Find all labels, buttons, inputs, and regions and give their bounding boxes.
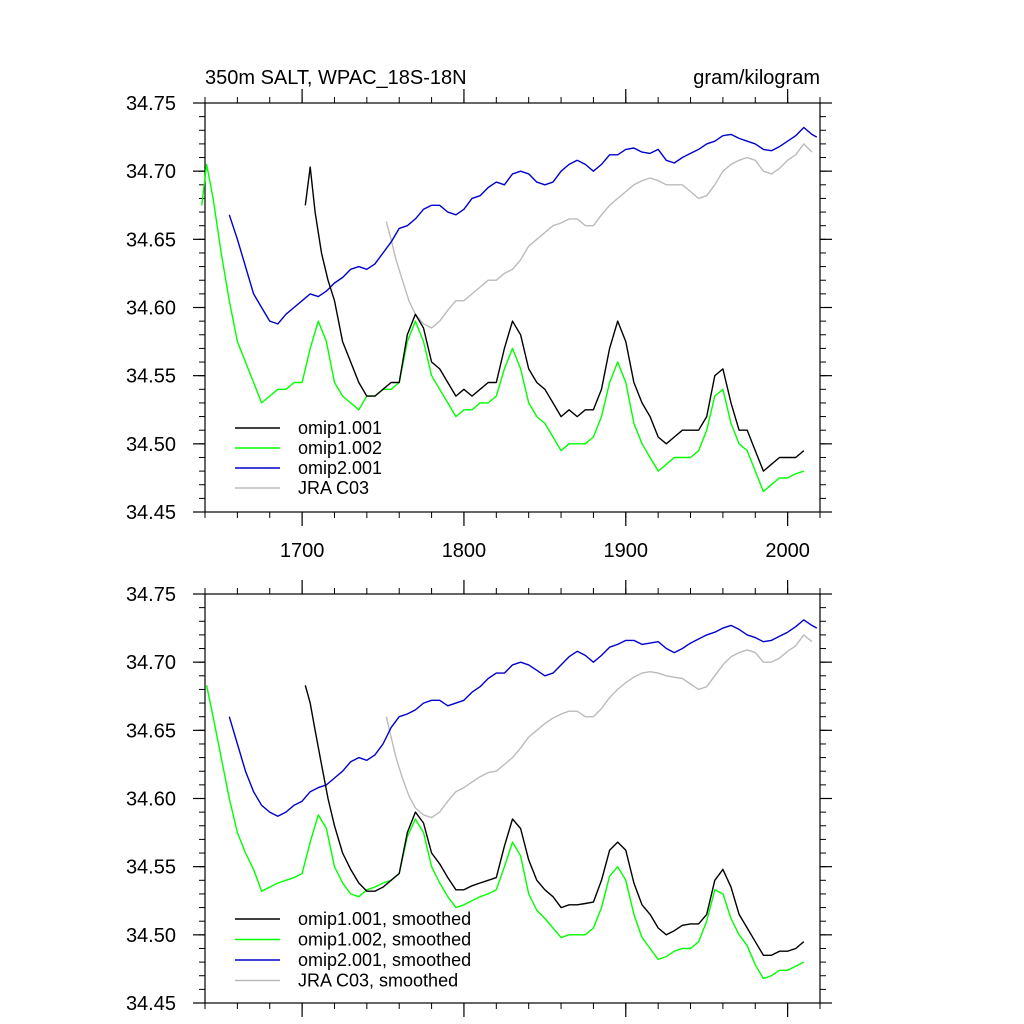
series-line-3 — [385, 143, 813, 329]
y-tick-label: 34.55 — [126, 857, 176, 879]
y-tick-label: 34.65 — [126, 720, 176, 742]
x-tick-label: 1700 — [280, 540, 325, 562]
top-panel-units: gram/kilogram — [693, 67, 820, 89]
series-line-1 — [201, 163, 805, 493]
y-tick-label: 34.45 — [126, 993, 176, 1015]
y-tick-label: 34.75 — [126, 584, 176, 606]
series-line-0 — [304, 166, 805, 472]
legend-label: omip1.001 — [298, 418, 382, 438]
series-line-2 — [228, 619, 818, 817]
legend-label: omip1.002, smoothed — [298, 930, 471, 950]
x-tick-label: 1900 — [604, 540, 649, 562]
series-line-0 — [304, 685, 805, 956]
x-tick-label: 2000 — [765, 540, 810, 562]
y-tick-label: 34.65 — [126, 229, 176, 251]
legend-label: omip2.001 — [298, 458, 382, 478]
bottom-axis-ticks: 34.45 34.50 34.55 34.60 34.65 34.70 34.75 — [126, 580, 832, 1017]
y-tick-label: 34.60 — [126, 789, 176, 811]
legend-label: JRA C03, smoothed — [298, 971, 458, 991]
y-tick-label: 34.50 — [126, 925, 176, 947]
series-line-1 — [205, 685, 805, 980]
bottom-panel: 34.45 34.50 34.55 34.60 34.65 34.70 34.75 omip… — [126, 580, 832, 1017]
series-line-2 — [228, 126, 818, 325]
y-tick-label: 34.70 — [126, 161, 176, 183]
top-panel-title: 350m SALT, WPAC_18S-18N — [205, 67, 467, 89]
legend-label: omip1.001, smoothed — [298, 909, 471, 929]
top-axis-ticks: 1700 1800 1900 2000 34.45 34.50 34.55 34.60 34.6… — [126, 89, 832, 562]
bottom-series-lines — [205, 619, 818, 980]
y-tick-label: 34.60 — [126, 298, 176, 320]
y-tick-label: 34.45 — [126, 502, 176, 524]
legend-label: omip1.002 — [298, 438, 382, 458]
y-tick-label: 34.50 — [126, 434, 176, 456]
top-panel: 350m SALT, WPAC_18S-18N gram/kilogram 17… — [126, 67, 832, 562]
y-tick-label: 34.55 — [126, 366, 176, 388]
top-series-lines — [201, 126, 818, 493]
y-tick-label: 34.75 — [126, 93, 176, 115]
legend-label: omip2.001, smoothed — [298, 950, 471, 970]
legend-label: JRA C03 — [298, 478, 369, 498]
y-tick-label: 34.70 — [126, 652, 176, 674]
x-tick-label: 1800 — [442, 540, 487, 562]
series-line-3 — [385, 634, 813, 819]
